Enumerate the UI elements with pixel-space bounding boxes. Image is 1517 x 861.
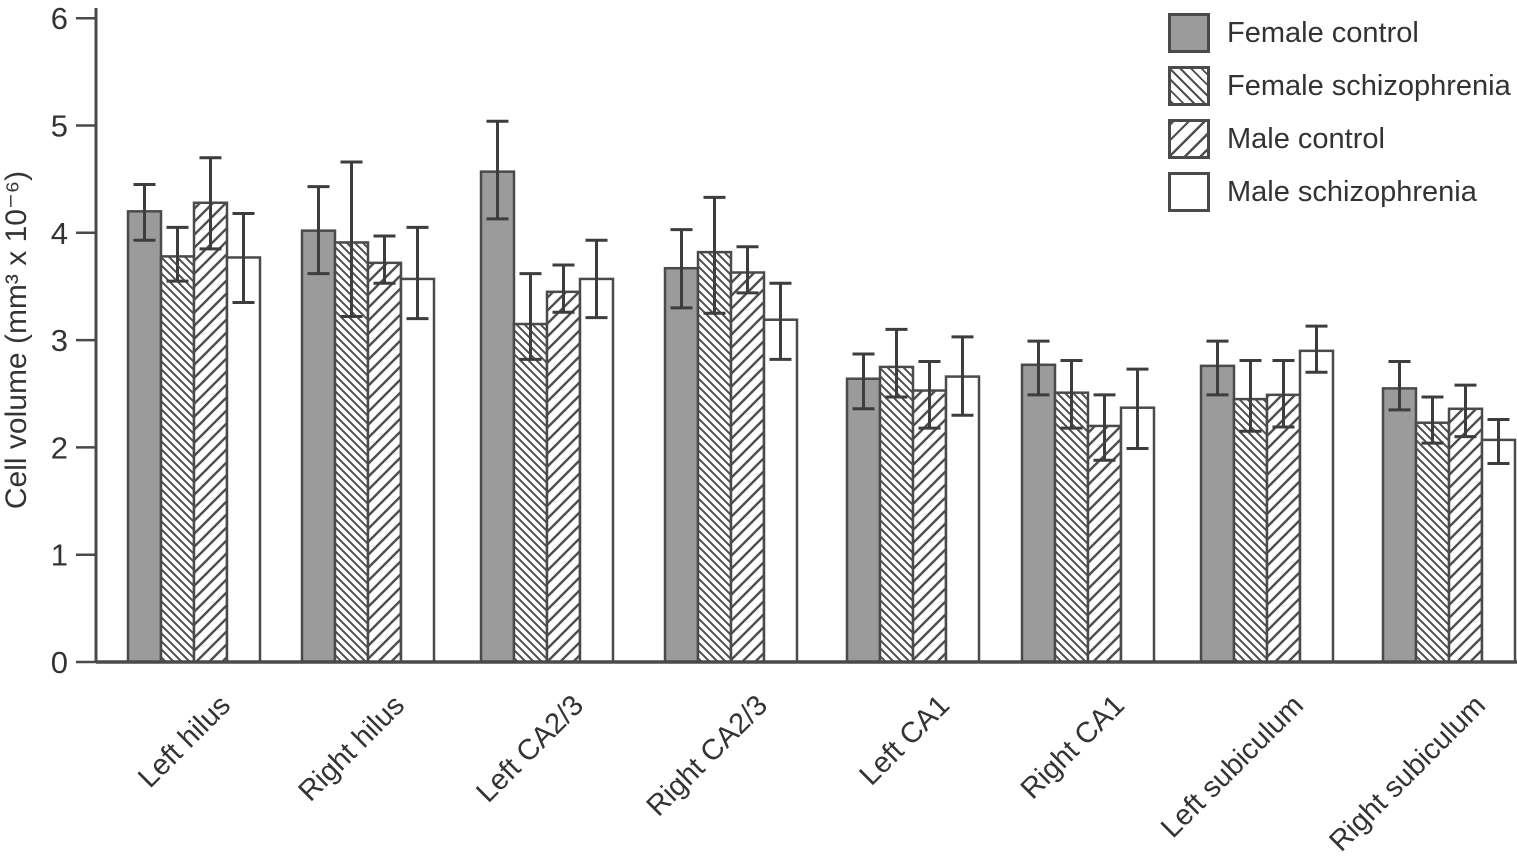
bar-female-schizophrenia-left-subiculum xyxy=(1232,397,1269,664)
y-tick-label: 3 xyxy=(51,323,68,358)
x-category-label: Right hilus xyxy=(293,689,411,807)
legend-swatch-forwardslash-hatch-icon xyxy=(1168,119,1210,159)
legend-item-male-control: Male control xyxy=(1168,119,1511,159)
x-category-label: Left CA2/3 xyxy=(470,689,590,809)
bar-female-schizophrenia-left-ca1 xyxy=(878,365,915,664)
bar-male-schizophrenia-right-hilus xyxy=(399,277,436,664)
bar-female-control-right-subiculum xyxy=(1381,387,1418,664)
legend-label-male-control: Male control xyxy=(1227,123,1385,155)
bar-male-schizophrenia-left-ca1 xyxy=(944,375,981,664)
legend-swatch-backslash-hatch-icon xyxy=(1168,66,1210,106)
bar-male-control-right-hilus xyxy=(366,261,403,664)
bar-female-control-right-ca2-3 xyxy=(663,266,700,664)
bar-female-control-left-hilus xyxy=(126,210,163,664)
bar-male-control-right-subiculum xyxy=(1447,407,1484,664)
legend-label-male-schizophrenia: Male schizophrenia xyxy=(1227,176,1477,208)
bar-male-control-left-ca2-3 xyxy=(545,290,582,664)
bar-female-control-right-hilus xyxy=(300,229,337,664)
y-tick-label: 5 xyxy=(51,109,68,144)
bar-male-control-left-subiculum xyxy=(1265,393,1302,664)
legend-label-female-schizophrenia: Female schizophrenia xyxy=(1227,70,1511,102)
bar-female-schizophrenia-left-ca2-3 xyxy=(512,322,549,664)
y-axis-title: Cell volume (mm³ x 10⁻⁶) xyxy=(0,171,33,509)
x-category-label: Left CA1 xyxy=(854,689,956,791)
y-tick-label: 6 xyxy=(51,1,68,36)
bar-female-control-right-ca1 xyxy=(1020,363,1057,664)
legend-swatch-solid-white-icon xyxy=(1168,172,1210,212)
bar-male-schizophrenia-right-subiculum xyxy=(1480,438,1517,664)
bar-female-schizophrenia-right-ca1 xyxy=(1053,391,1090,664)
x-category-label: Right subiculum xyxy=(1323,689,1492,858)
y-tick-label: 2 xyxy=(51,430,68,465)
bar-male-schizophrenia-right-ca2-3 xyxy=(762,318,799,664)
bar-male-schizophrenia-left-ca2-3 xyxy=(578,277,615,664)
bar-male-schizophrenia-left-hilus xyxy=(225,256,262,664)
y-tick-label: 0 xyxy=(51,645,68,680)
bar-female-schizophrenia-left-hilus xyxy=(159,255,196,664)
x-category-label: Left hilus xyxy=(132,689,237,794)
legend-label-female-control: Female control xyxy=(1227,17,1419,49)
x-category-label: Left subiculum xyxy=(1155,689,1310,844)
bar-male-schizophrenia-left-subiculum xyxy=(1298,349,1335,664)
bar-male-control-left-ca1 xyxy=(911,389,948,664)
y-tick-label: 4 xyxy=(51,216,68,251)
bar-male-control-left-hilus xyxy=(192,201,229,664)
bar-male-control-right-ca2-3 xyxy=(729,271,766,664)
bar-female-control-left-subiculum xyxy=(1199,364,1236,664)
y-tick-label: 1 xyxy=(51,538,68,573)
bar-female-schizophrenia-right-subiculum xyxy=(1414,421,1451,664)
legend-item-female-control: Female control xyxy=(1168,13,1511,53)
x-category-label: Right CA1 xyxy=(1015,689,1131,805)
x-category-label: Right CA2/3 xyxy=(641,689,774,822)
legend-item-male-schizophrenia: Male schizophrenia xyxy=(1168,172,1511,212)
legend-item-female-schizophrenia: Female schizophrenia xyxy=(1168,66,1511,106)
bar-female-control-left-ca2-3 xyxy=(479,170,516,664)
legend-swatch-solid-gray-icon xyxy=(1168,13,1210,53)
bar-female-control-left-ca1 xyxy=(845,377,882,664)
legend: Female control Female schizophrenia Male… xyxy=(1168,13,1511,225)
